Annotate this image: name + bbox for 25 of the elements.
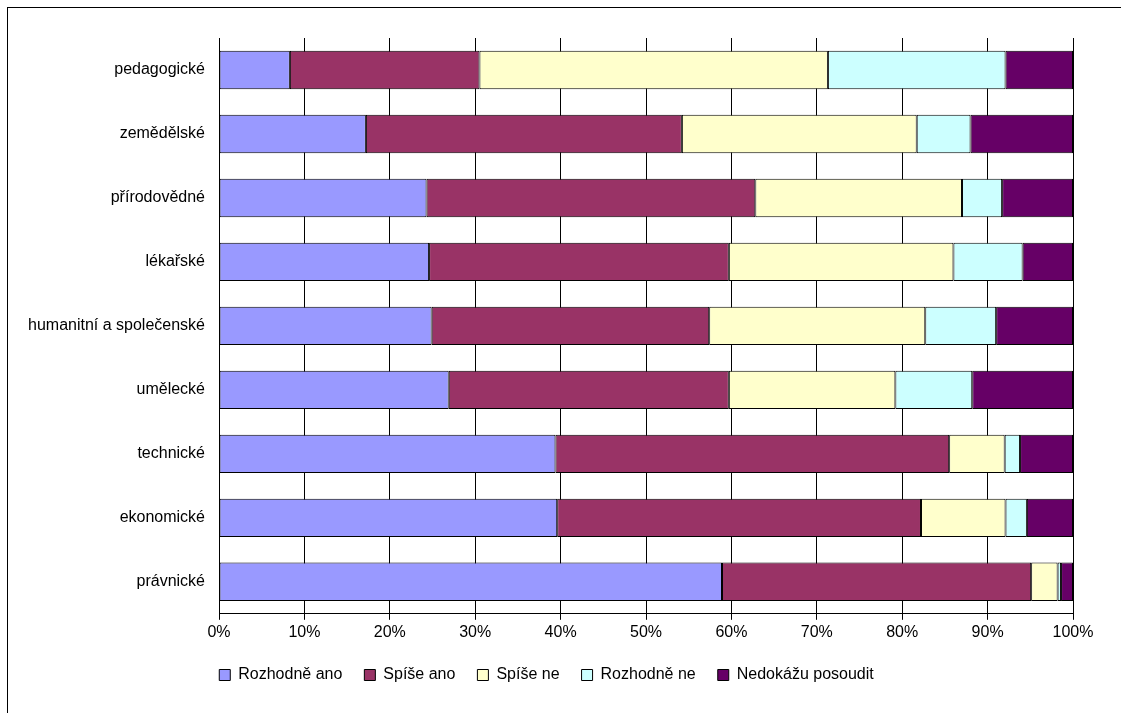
- x-tick-label: 0%: [207, 622, 231, 640]
- y-tick-label: právnické: [136, 572, 206, 590]
- legend-label: Rozhodně ne: [600, 665, 696, 683]
- x-tick-label: 30%: [459, 622, 492, 640]
- x-tick-label: 100%: [1052, 622, 1094, 640]
- legend-label: Nedokážu posoudit: [736, 665, 875, 683]
- y-tick-label: lékařské: [145, 252, 206, 270]
- x-tick-label: 60%: [715, 622, 748, 640]
- y-tick-label: humanitní a společenské: [28, 316, 206, 334]
- legend-label: Spíše ne: [496, 665, 560, 683]
- x-tick-label: 70%: [800, 622, 833, 640]
- x-tick-label: 20%: [373, 622, 406, 640]
- x-tick-label: 90%: [971, 622, 1004, 640]
- x-tick-label: 10%: [288, 622, 321, 640]
- y-tick-label: umělecké: [136, 380, 206, 398]
- x-tick-label: 50%: [629, 622, 663, 640]
- y-tick-label: technické: [137, 444, 206, 462]
- legend-label: Rozhodně ano: [238, 665, 343, 683]
- y-tick-label: ekonomické: [119, 508, 206, 526]
- x-tick-label: 40%: [544, 622, 577, 640]
- x-tick-label: 80%: [886, 622, 919, 640]
- legend-label: Spíše ano: [383, 665, 456, 683]
- y-tick-label: zemědělské: [119, 124, 206, 142]
- y-tick-label: přírodovědné: [110, 188, 206, 206]
- y-tick-label: pedagogické: [114, 60, 206, 78]
